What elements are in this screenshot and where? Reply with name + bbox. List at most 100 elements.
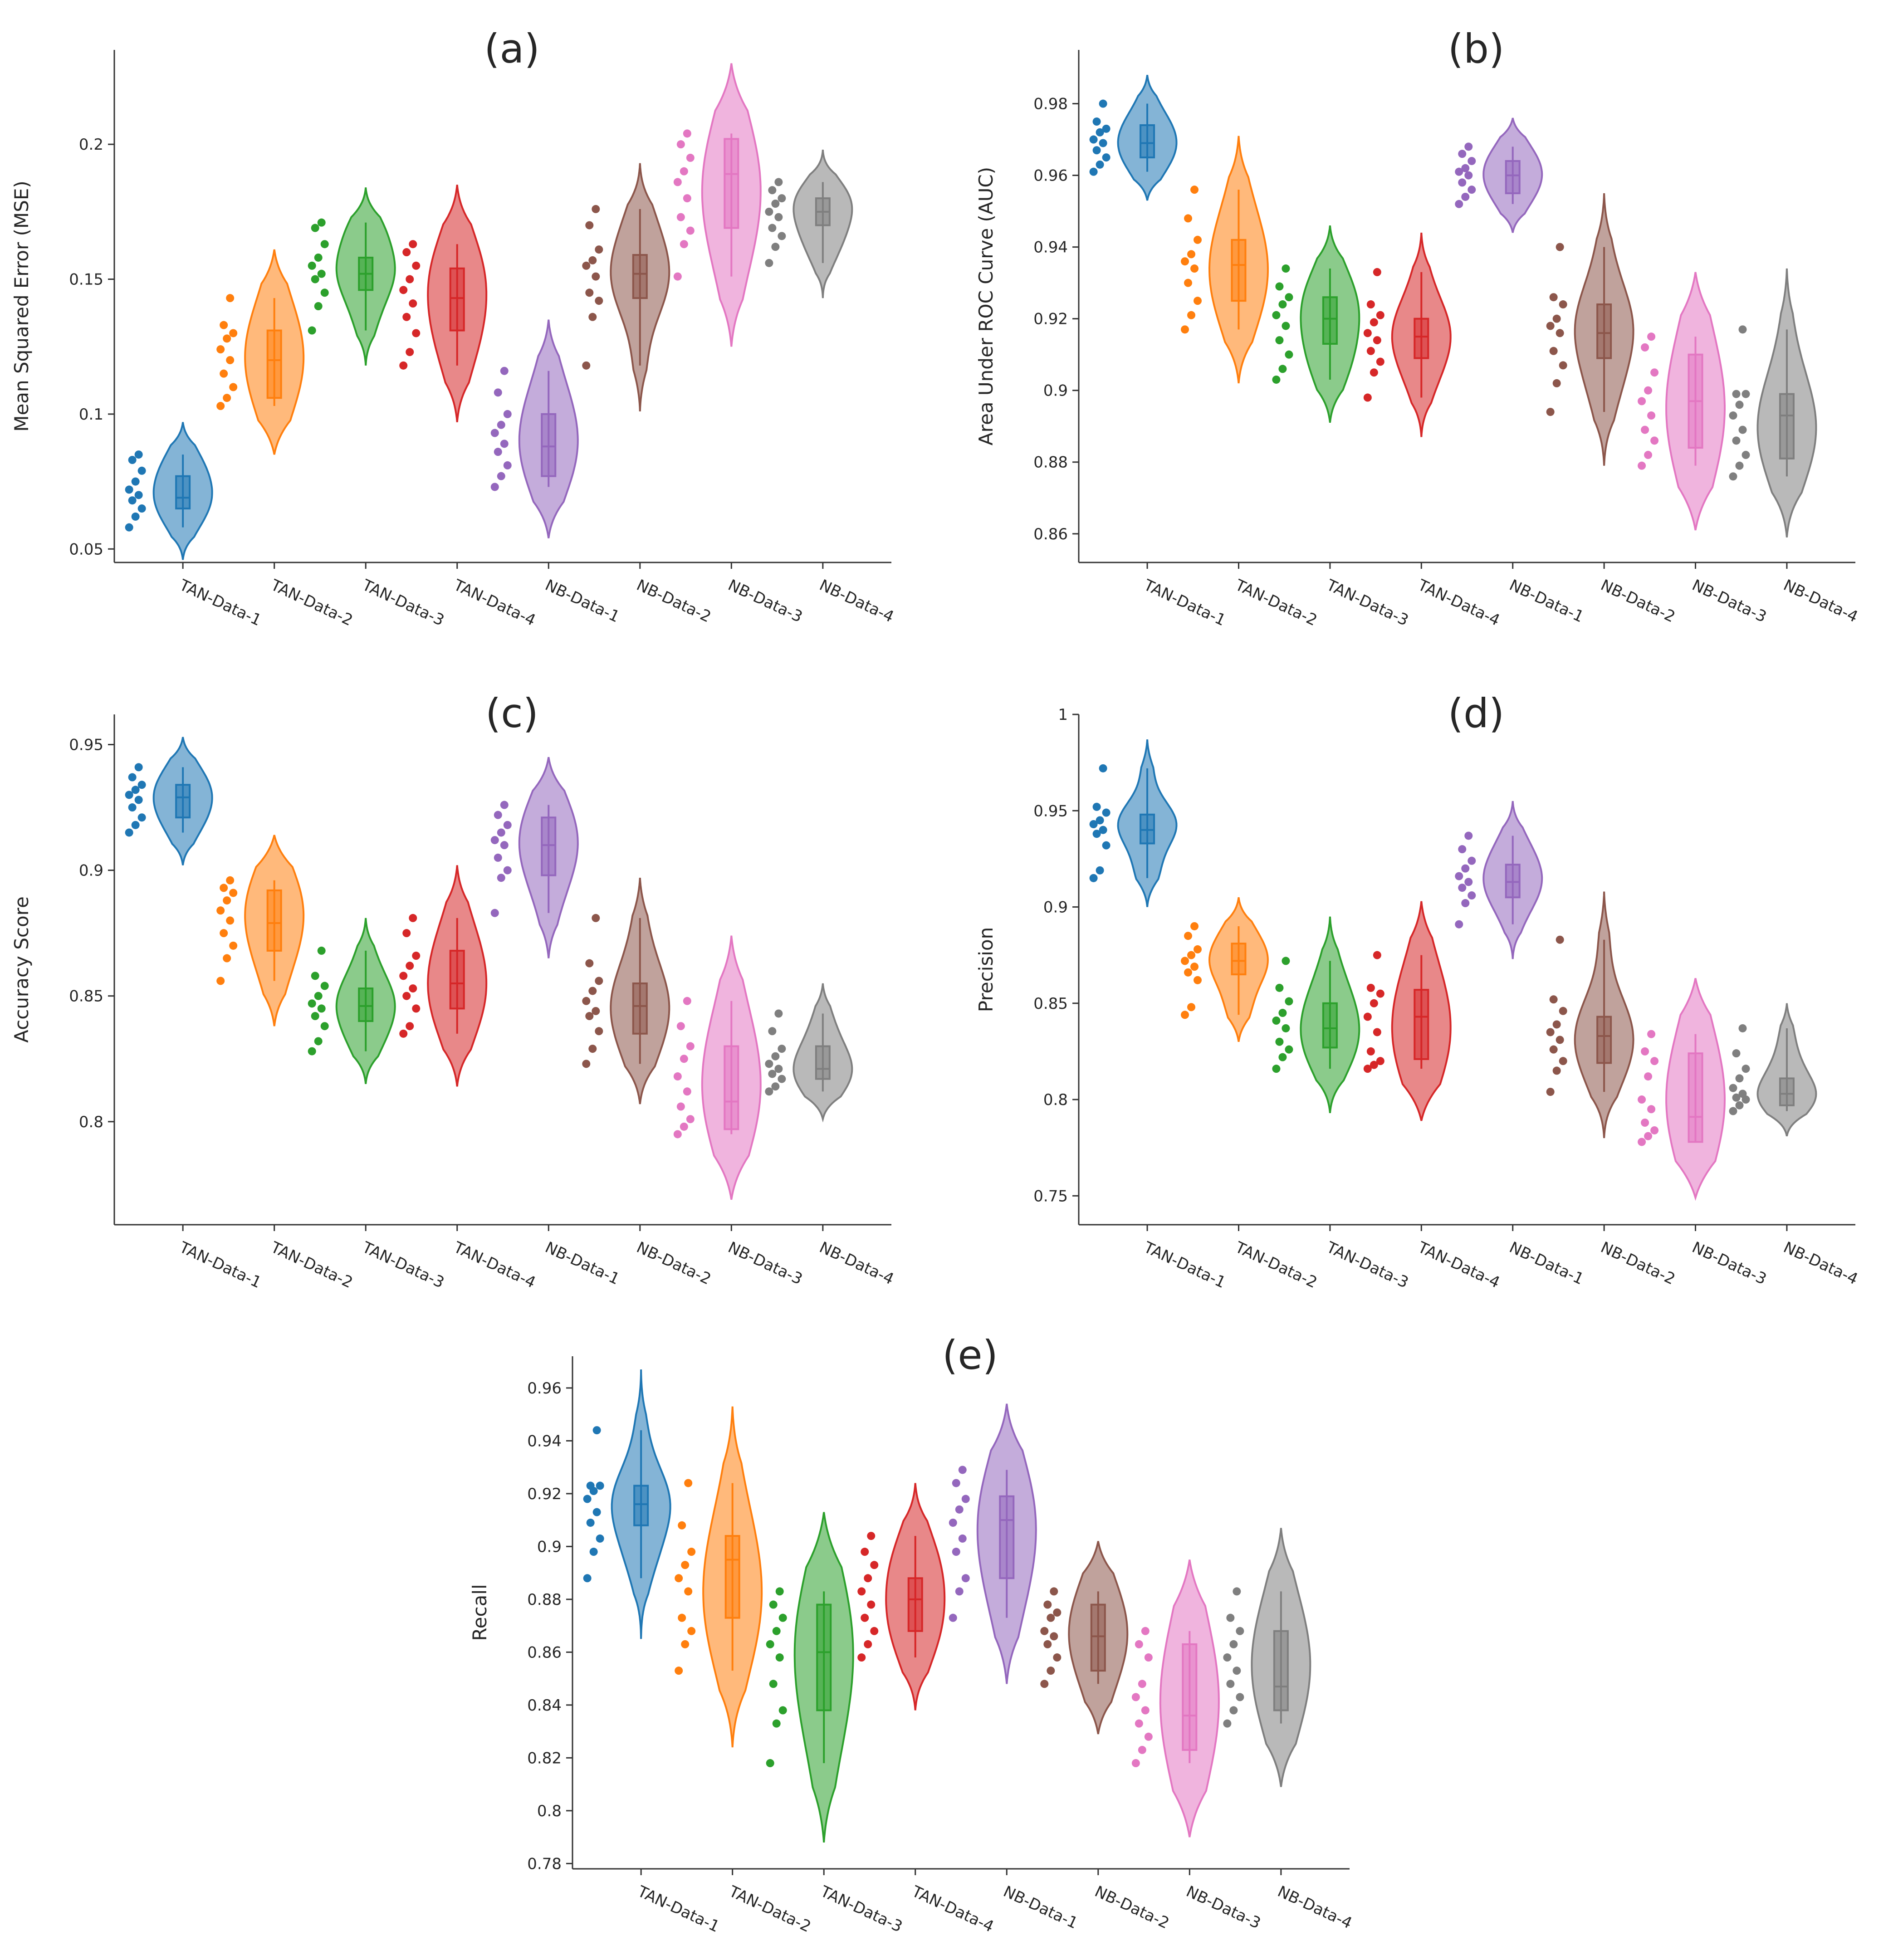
data-point (1282, 264, 1290, 273)
data-point (771, 1052, 780, 1061)
data-point (490, 836, 499, 845)
violin-nb-data-3 (1638, 978, 1726, 1201)
data-point (585, 221, 594, 230)
chart-panel-d: 0.75 0.8 0.85 0.9 0.95 1 Precision (d) TAN-Data-… (975, 690, 1861, 1292)
violin-nb-data-4 (1729, 1003, 1817, 1137)
data-point (678, 1613, 686, 1622)
data-point (490, 909, 499, 917)
data-point (500, 801, 509, 809)
data-point (137, 504, 146, 513)
data-point (503, 410, 512, 418)
violin-nb-data-3 (1131, 1559, 1220, 1838)
x-tick-label: NB-Data-1 (1507, 1238, 1587, 1289)
data-point (220, 929, 228, 938)
data-point (317, 946, 326, 955)
data-point (216, 345, 225, 354)
x-tick-label: TAN-Data-4 (450, 1238, 538, 1292)
data-point (1729, 411, 1737, 420)
data-point (1278, 365, 1287, 373)
data-point (1144, 1653, 1153, 1662)
data-point (768, 1070, 777, 1078)
data-point (1370, 368, 1378, 377)
data-point (680, 1055, 688, 1063)
data-point (686, 153, 695, 162)
data-point (592, 1007, 600, 1015)
y-tick-label: 0.84 (527, 1696, 562, 1715)
data-point (1650, 368, 1659, 377)
data-point (497, 420, 505, 429)
data-point (1559, 361, 1567, 370)
data-point (1278, 1009, 1287, 1017)
data-point (1546, 322, 1555, 330)
data-point (1458, 845, 1467, 854)
x-tick-label: NB-Data-3 (1689, 576, 1770, 626)
data-point (412, 952, 421, 960)
box (999, 1495, 1015, 1579)
chart-panel-b: 0.86 0.88 0.9 0.92 0.94 0.96 0.98 Area Under RO… (975, 25, 1861, 630)
data-point (1455, 920, 1463, 929)
x-tick-label: NB-Data-4 (817, 1238, 897, 1289)
box (175, 784, 191, 819)
data-point (1552, 1066, 1561, 1075)
data-point (311, 1012, 319, 1021)
data-point (1468, 156, 1476, 165)
data-point (861, 1613, 869, 1622)
data-point (585, 288, 594, 297)
data-point (1047, 1667, 1055, 1675)
data-point (406, 348, 414, 357)
data-point (128, 773, 137, 782)
violin-tan-data-4 (857, 1483, 946, 1711)
y-tick-label: 1 (1058, 706, 1068, 724)
data-point (125, 523, 133, 532)
data-point (582, 361, 591, 370)
data-point (1184, 932, 1193, 940)
box (266, 329, 282, 399)
data-point (128, 496, 137, 505)
data-point (676, 1022, 685, 1031)
x-tick-label: TAN-Data-3 (359, 576, 447, 630)
data-point (412, 329, 421, 337)
data-point (402, 313, 411, 321)
data-point (1050, 1632, 1058, 1641)
x-tick-label: TAN-Data-3 (1323, 576, 1411, 630)
data-point (229, 941, 238, 950)
data-point (1102, 808, 1110, 817)
violin-nb-data-1 (1455, 117, 1543, 233)
data-point (226, 916, 235, 925)
data-point (585, 959, 594, 968)
x-tick-label: TAN-Data-2 (268, 1238, 356, 1292)
data-point (1043, 1640, 1052, 1648)
x-tick-label: NB-Data-4 (1275, 1882, 1355, 1933)
data-point (1190, 264, 1199, 273)
data-point (861, 1548, 869, 1556)
data-point (1138, 1680, 1146, 1688)
data-point (494, 811, 502, 819)
data-point (955, 1587, 964, 1596)
box (1505, 864, 1521, 899)
violin-tan-data-4 (399, 865, 488, 1087)
data-point (683, 194, 691, 203)
data-point (1376, 357, 1384, 366)
data-point (958, 1466, 967, 1474)
y-tick-label: 0.8 (537, 1802, 562, 1820)
data-point (216, 906, 225, 915)
data-point (503, 461, 512, 469)
x-tick-label: TAN-Data-3 (1323, 1238, 1411, 1292)
x-tick-label: NB-Data-2 (1092, 1882, 1172, 1933)
data-point (1092, 146, 1101, 155)
data-point (1285, 1045, 1293, 1054)
data-point (1549, 293, 1558, 302)
data-point (778, 1045, 786, 1053)
data-point (592, 1426, 601, 1435)
data-point (768, 224, 777, 232)
data-point (216, 977, 225, 985)
data-point (1053, 1653, 1062, 1662)
data-point (1135, 1719, 1143, 1728)
data-point (778, 1075, 786, 1083)
data-point (1647, 332, 1656, 341)
violin-tan-data-2 (1181, 897, 1269, 1042)
data-point (320, 982, 329, 990)
violin-nb-data-1 (1455, 801, 1543, 959)
data-point (1376, 1057, 1384, 1066)
violin-tan-data-1 (125, 737, 213, 865)
